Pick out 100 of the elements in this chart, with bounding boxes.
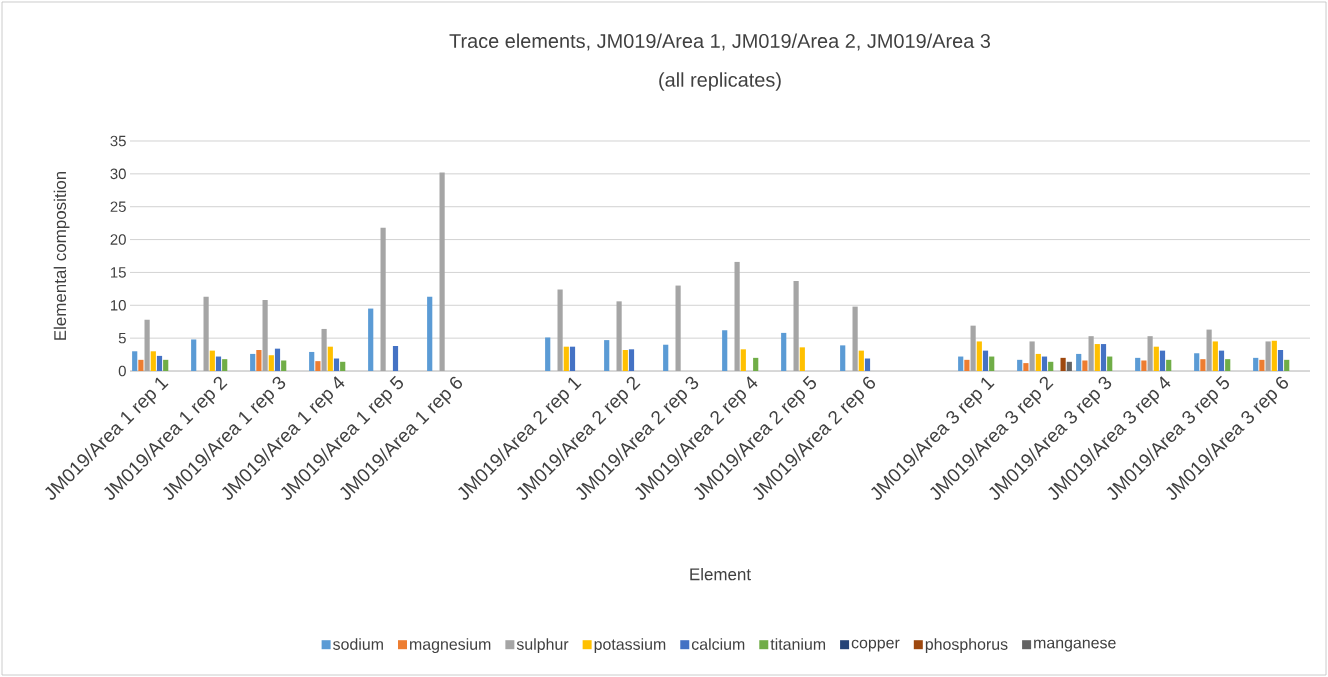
y-tick-label: 30 [110, 168, 126, 180]
bar [982, 350, 989, 371]
bar [1265, 341, 1271, 371]
bar [970, 325, 976, 371]
y-axis-title: Elemental composition [53, 171, 70, 340]
legend-label: magnesium [410, 638, 491, 654]
bar [1166, 359, 1172, 371]
bar [156, 355, 163, 371]
bar [203, 296, 209, 371]
bar [150, 351, 156, 371]
legend-label: copper [851, 639, 900, 652]
bar [781, 332, 787, 371]
bar [1253, 357, 1259, 371]
bar [628, 349, 635, 371]
bar [1094, 344, 1100, 371]
bar [222, 359, 228, 371]
bar [1023, 363, 1029, 371]
bar [274, 348, 281, 371]
bar [321, 328, 327, 371]
bar [191, 339, 197, 371]
bar [1277, 349, 1284, 371]
bar [1141, 360, 1147, 371]
y-tick-label: 20 [110, 234, 126, 245]
bar [209, 350, 215, 371]
legend-label: titanium [770, 638, 826, 650]
bar [563, 346, 569, 371]
y-tick-label: 5 [118, 332, 126, 344]
bar [722, 330, 728, 371]
bar [1029, 341, 1035, 371]
bar [327, 346, 333, 371]
bar [315, 361, 321, 371]
bar [663, 344, 669, 371]
bar [852, 306, 858, 371]
legend-label: potassium [594, 638, 666, 654]
bar [964, 359, 970, 371]
bar [753, 357, 759, 371]
bar [1271, 340, 1277, 371]
legend-label: sulphur [516, 638, 569, 654]
bar [1153, 346, 1159, 371]
bar [380, 227, 386, 371]
bar [1218, 350, 1225, 371]
bar [1259, 359, 1265, 371]
bar [392, 346, 399, 371]
bar [1088, 336, 1094, 371]
bar [1041, 356, 1048, 371]
bar [840, 345, 846, 371]
bar [368, 308, 374, 371]
y-tick-label: 15 [111, 267, 126, 278]
bar [138, 359, 144, 371]
bar [1200, 359, 1206, 371]
bar [281, 360, 287, 371]
bar [858, 350, 864, 371]
bar [740, 349, 746, 371]
bar [1225, 359, 1231, 371]
bar [864, 358, 871, 371]
chart-title: Trace elements, JM019/Area 1, JM019/Area 2, JM019/Area 3 (all replicates) [449, 33, 991, 91]
legend-label: calcium [691, 638, 745, 650]
bar [1035, 353, 1041, 371]
y-tick-label: 10 [111, 299, 126, 311]
bar [1060, 357, 1066, 371]
bar [1194, 353, 1200, 371]
y-tick-label: 0 [118, 365, 126, 377]
bar [1284, 359, 1290, 371]
bar [163, 359, 169, 371]
bar [976, 341, 982, 371]
bar [144, 319, 150, 371]
bar [1082, 360, 1088, 371]
bar [250, 353, 256, 371]
y-tick-label: 35 [110, 135, 126, 147]
bar [256, 349, 262, 371]
bar [1212, 341, 1218, 371]
bar [1159, 350, 1166, 371]
bar [557, 289, 563, 371]
bar [1076, 353, 1082, 371]
bar [1017, 359, 1023, 371]
bar [675, 285, 681, 371]
bar [1107, 356, 1113, 371]
bar [215, 356, 222, 371]
bar [1066, 361, 1072, 371]
bar [793, 280, 799, 371]
bar [1206, 329, 1212, 371]
bar [1048, 361, 1054, 371]
bar [545, 337, 551, 371]
bar [989, 356, 995, 371]
bar [340, 361, 346, 371]
bar [309, 351, 315, 371]
bar [604, 340, 610, 371]
bar [427, 296, 433, 371]
bar [1100, 344, 1107, 371]
x-axis-title: Element [690, 567, 751, 581]
legend-label: manganese [1034, 639, 1116, 652]
bar [1147, 336, 1153, 371]
bar [1135, 357, 1141, 371]
bar [268, 355, 274, 371]
bar [622, 349, 628, 371]
bar [616, 301, 622, 371]
bar [734, 261, 740, 371]
bar [569, 346, 576, 371]
bar [958, 356, 964, 371]
legend-label: sodium [333, 638, 383, 650]
